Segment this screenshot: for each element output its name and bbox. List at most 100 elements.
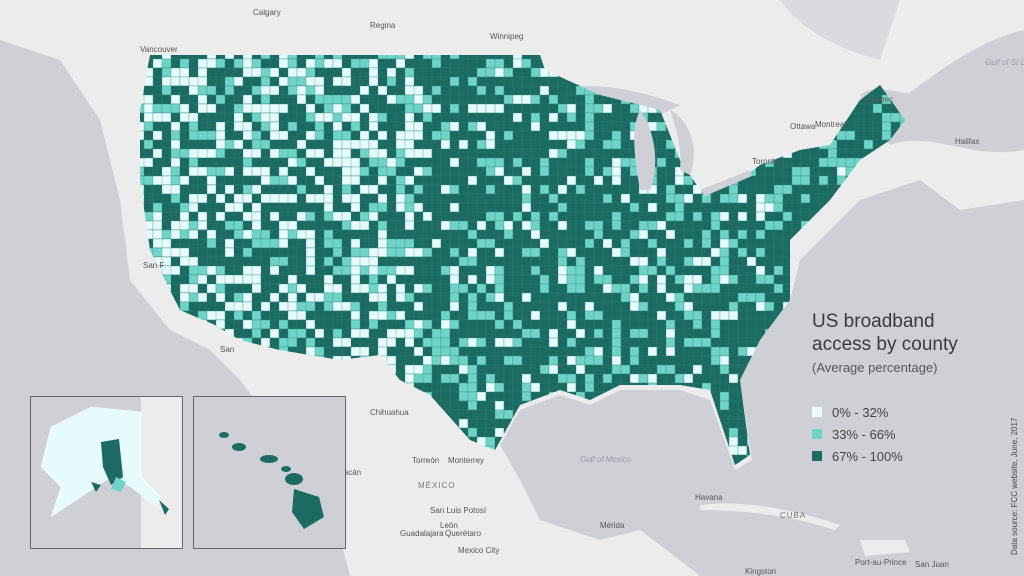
county-cell	[530, 454, 541, 465]
county-cell	[656, 130, 667, 141]
county-cell	[341, 67, 352, 78]
county-cell	[485, 184, 496, 195]
county-cell	[233, 76, 244, 87]
county-cell	[287, 58, 298, 69]
county-cell	[611, 112, 622, 123]
county-cell	[260, 76, 271, 87]
county-cell	[710, 274, 721, 285]
county-cell	[701, 265, 712, 276]
county-cell	[836, 274, 847, 285]
county-cell	[701, 274, 712, 285]
county-cell	[566, 274, 577, 285]
county-cell	[548, 436, 559, 447]
county-cell	[584, 409, 595, 420]
county-cell	[143, 364, 163, 375]
city-label: Torreón	[412, 456, 440, 465]
county-cell	[764, 310, 775, 321]
county-cell	[638, 229, 649, 240]
county-cell	[143, 103, 154, 114]
county-cell	[296, 211, 307, 222]
county-cell	[557, 148, 568, 159]
county-cell	[773, 211, 784, 222]
county-cell	[566, 346, 577, 357]
county-cell	[863, 229, 874, 240]
county-cell	[674, 454, 685, 465]
county-cell	[557, 337, 568, 348]
county-cell	[278, 319, 289, 330]
county-cell	[494, 400, 505, 411]
county-cell	[665, 445, 676, 456]
county-cell	[566, 310, 577, 321]
county-cell	[854, 256, 865, 267]
county-cell	[584, 220, 595, 231]
county-cell	[593, 238, 604, 249]
county-cell	[485, 58, 496, 69]
county-cell	[737, 436, 748, 447]
hispaniola	[860, 540, 910, 556]
county-cell	[791, 157, 802, 168]
county-cell	[683, 211, 694, 222]
county-cell	[773, 274, 784, 285]
legend-label: 0% - 32%	[832, 404, 889, 420]
county-cell	[593, 157, 604, 168]
county-cell	[611, 364, 622, 375]
county-cell	[422, 202, 433, 213]
county-cell	[692, 445, 703, 456]
county-cell	[431, 94, 442, 105]
county-cell	[665, 301, 676, 312]
county-cell	[728, 409, 739, 420]
county-cell	[206, 373, 217, 384]
county-cell	[710, 364, 721, 375]
legend-swatch	[812, 429, 822, 439]
county-cell	[683, 400, 694, 411]
county-cell	[773, 409, 784, 420]
county-cell	[485, 67, 496, 78]
county-cell	[665, 166, 676, 177]
county-cell	[737, 382, 748, 393]
county-cell	[755, 418, 766, 429]
county-cell	[791, 193, 802, 204]
county-cell	[737, 193, 748, 204]
county-cell	[701, 409, 712, 420]
county-cell	[674, 373, 685, 384]
county-cell	[170, 211, 181, 222]
county-cell	[152, 166, 163, 177]
county-cell	[836, 238, 847, 249]
county-cell	[890, 247, 901, 258]
county-cell	[485, 229, 496, 240]
county-cell	[872, 220, 883, 231]
county-cell	[719, 211, 730, 222]
county-cell	[575, 94, 586, 105]
county-cell	[458, 400, 469, 411]
county-cell	[548, 445, 559, 456]
county-cell	[764, 238, 775, 249]
county-cell	[521, 319, 532, 330]
county-cell	[791, 418, 802, 429]
county-cell	[260, 103, 271, 114]
county-cell	[638, 265, 649, 276]
legend-item-high: 67% - 100%	[812, 445, 958, 467]
county-cell	[737, 364, 748, 375]
county-cell	[755, 391, 766, 402]
county-cell	[512, 265, 523, 276]
county-cell	[233, 67, 244, 78]
county-cell	[413, 58, 424, 69]
county-cell	[395, 157, 406, 168]
county-cell	[440, 229, 451, 240]
county-cell	[584, 184, 595, 195]
county-cell	[674, 436, 685, 447]
county-cell	[791, 220, 802, 231]
county-cell	[215, 373, 226, 384]
county-cell	[773, 328, 784, 339]
county-cell	[557, 193, 568, 204]
county-cell	[782, 328, 793, 339]
county-cell	[467, 76, 478, 87]
county-cell	[251, 274, 262, 285]
county-cell	[296, 319, 307, 330]
county-cell	[449, 238, 460, 249]
county-cell	[611, 256, 622, 267]
county-cell	[476, 247, 487, 258]
county-cell	[530, 112, 541, 123]
county-cell	[548, 112, 559, 123]
